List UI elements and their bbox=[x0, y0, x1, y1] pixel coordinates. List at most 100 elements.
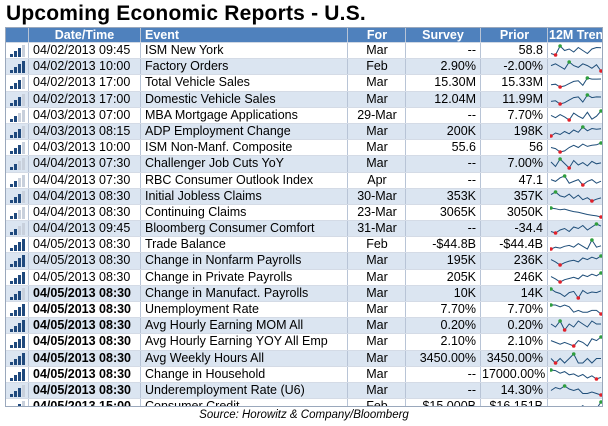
for-cell: Mar bbox=[349, 350, 406, 366]
trend-line bbox=[550, 174, 602, 186]
trend-sparkline bbox=[549, 108, 602, 123]
datetime-cell: 04/05/2013 08:30 bbox=[29, 253, 141, 269]
trend-low-marker bbox=[599, 312, 602, 316]
trend-high-marker bbox=[567, 60, 571, 64]
trend-line bbox=[550, 256, 602, 267]
survey-cell: -- bbox=[406, 221, 481, 237]
table-row: 04/03/2013 07:00 MBA Mortgage Application… bbox=[6, 107, 602, 124]
trend-line bbox=[550, 320, 601, 332]
source-note: Source: Horowitz & Company/Bloomberg bbox=[199, 409, 409, 421]
survey-cell: -- bbox=[406, 366, 481, 382]
trend-sparkline bbox=[549, 367, 602, 382]
for-cell: Mar bbox=[349, 156, 406, 172]
table-row: 04/05/2013 08:30 Underemployment Rate (U6… bbox=[6, 382, 602, 400]
trend-line bbox=[550, 272, 602, 283]
signal-bars-icon bbox=[6, 237, 29, 253]
table-row: 04/05/2013 08:30 Trade Balance Feb -$44.8B -… bbox=[6, 237, 602, 254]
trend-low-marker bbox=[558, 85, 562, 90]
trend-high-marker bbox=[562, 173, 567, 178]
prior-cell: 58.8 bbox=[482, 43, 548, 59]
survey-cell: 2.10% bbox=[406, 334, 481, 350]
event-cell: Continuing Claims bbox=[142, 204, 348, 221]
prior-cell: 357K bbox=[482, 188, 548, 204]
table-row: 04/03/2013 10:00 ISM Non-Manf. Composite M… bbox=[6, 140, 602, 157]
for-cell: Mar bbox=[349, 43, 406, 59]
prior-cell: -34.4 bbox=[482, 221, 548, 237]
trend-line bbox=[550, 110, 602, 121]
for-cell: Apr bbox=[349, 172, 406, 188]
table-row: 04/02/2013 17:00 Total Vehicle Sales Mar 15… bbox=[6, 75, 602, 92]
signal-bars-icon bbox=[6, 382, 29, 399]
for-cell: 23-Mar bbox=[349, 204, 406, 221]
for-cell: Feb bbox=[349, 399, 406, 406]
event-cell: Change in Nonfarm Payrolls bbox=[142, 253, 348, 269]
trend-low-marker bbox=[558, 150, 562, 154]
trend-high-marker bbox=[562, 384, 567, 388]
trend-line bbox=[550, 288, 602, 299]
for-cell: 31-Mar bbox=[349, 221, 406, 237]
prior-cell: 47.1 bbox=[482, 172, 548, 188]
trend-high-marker bbox=[585, 76, 590, 81]
for-cell: Mar bbox=[349, 140, 406, 156]
for-cell: Mar bbox=[349, 285, 406, 301]
survey-cell: -$44.8B bbox=[406, 237, 481, 253]
trend-line bbox=[550, 93, 602, 105]
trend-sparkline bbox=[549, 334, 602, 349]
signal-bars-icon bbox=[6, 59, 29, 75]
trend-high-marker bbox=[590, 238, 594, 243]
for-cell: Feb bbox=[349, 59, 406, 75]
datetime-cell: 04/05/2013 08:30 bbox=[29, 285, 141, 301]
prior-cell: 236K bbox=[482, 253, 548, 269]
survey-cell: 353K bbox=[406, 188, 481, 204]
trend-line bbox=[550, 126, 602, 137]
signal-bars-icon bbox=[6, 334, 29, 350]
trend-line bbox=[550, 191, 602, 202]
signal-bars-icon bbox=[6, 123, 29, 140]
trend-low-marker bbox=[581, 182, 585, 187]
trend-line bbox=[550, 207, 602, 218]
datetime-cell: 04/04/2013 07:30 bbox=[29, 156, 141, 172]
trend-low-marker bbox=[576, 296, 581, 300]
trend-high-marker bbox=[585, 92, 590, 97]
trend-high-marker bbox=[558, 319, 562, 323]
table-row: 04/04/2013 07:30 RBC Consumer Outlook Ind… bbox=[6, 172, 602, 189]
trend-low-marker bbox=[599, 69, 602, 73]
header-trend: 12M Trend bbox=[549, 28, 603, 42]
trend-high-marker bbox=[599, 108, 602, 113]
trend-line bbox=[550, 369, 602, 380]
trend-low-marker bbox=[599, 215, 602, 219]
trend-line bbox=[581, 401, 602, 406]
header-signal bbox=[6, 28, 29, 42]
survey-cell: 7.70% bbox=[406, 302, 481, 318]
datetime-cell: 04/02/2013 09:45 bbox=[29, 43, 141, 59]
datetime-cell: 04/05/2013 08:30 bbox=[29, 237, 141, 253]
for-cell: Mar bbox=[349, 302, 406, 318]
datetime-cell: 04/05/2013 15:00 bbox=[29, 399, 141, 406]
datetime-cell: 04/05/2013 08:30 bbox=[29, 350, 141, 366]
table-row: 04/04/2013 07:30 Challenger Job Cuts YoY M… bbox=[6, 156, 602, 173]
trend-line bbox=[550, 223, 602, 234]
trend-line bbox=[551, 304, 602, 315]
for-cell: 29-Mar bbox=[349, 107, 406, 123]
header-event: Event bbox=[142, 28, 348, 42]
trend-low-marker bbox=[550, 247, 553, 252]
datetime-cell: 04/05/2013 08:30 bbox=[29, 302, 141, 318]
survey-cell: -- bbox=[406, 172, 481, 188]
event-cell: MBA Mortgage Applications bbox=[142, 107, 348, 123]
trend-sparkline bbox=[549, 173, 602, 188]
event-cell: Change in Private Payrolls bbox=[142, 269, 348, 285]
signal-bars-icon bbox=[6, 399, 29, 406]
survey-cell: 3065K bbox=[406, 204, 481, 221]
prior-cell: 14K bbox=[482, 285, 548, 301]
prior-cell: 246K bbox=[482, 269, 548, 285]
signal-bars-icon bbox=[6, 350, 29, 366]
for-cell: Mar bbox=[349, 334, 406, 350]
datetime-cell: 04/05/2013 08:30 bbox=[29, 366, 141, 382]
survey-cell: $15.000B bbox=[406, 399, 481, 406]
datetime-cell: 04/05/2013 08:30 bbox=[29, 334, 141, 350]
event-cell: Change in Household bbox=[142, 366, 348, 382]
trend-high-marker bbox=[571, 351, 576, 356]
for-cell: Mar bbox=[349, 91, 406, 107]
trend-low-marker bbox=[571, 344, 576, 349]
table-row: 04/02/2013 09:45 ISM New York Mar -- 58.8 bbox=[6, 43, 602, 60]
